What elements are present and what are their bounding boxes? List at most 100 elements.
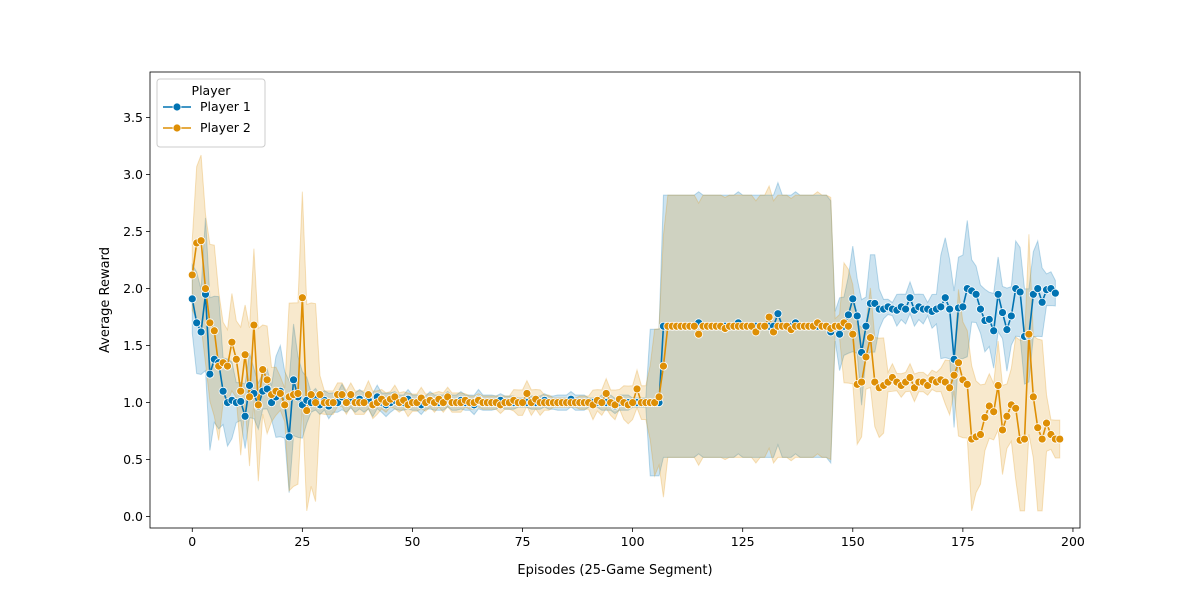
data-point [522,389,532,398]
x-axis-label: Episodes (25-Game Segment) [517,563,712,578]
data-point [262,384,272,394]
data-point [769,327,778,337]
data-point [337,390,347,400]
data-point [998,308,1007,317]
data-point [857,377,866,387]
data-point [958,302,968,312]
data-point [980,413,990,422]
y-tick-label: 1.0 [123,395,143,410]
data-point [201,284,210,294]
data-point [311,398,320,408]
data-point [1033,284,1043,294]
data-point [1024,329,1034,339]
data-point [632,384,642,394]
data-point [852,311,862,321]
plot-frame [149,71,1081,529]
data-point [289,375,298,385]
data-point [275,389,285,398]
data-point [861,321,871,331]
data-point [954,358,963,368]
y-tick-label: 3.5 [123,110,143,125]
data-point [1033,423,1043,433]
data-point [438,398,448,408]
data-point [976,304,985,314]
data-point [1015,287,1025,297]
data-point [870,377,880,387]
data-point [359,398,369,408]
data-point [835,329,844,339]
data-point [747,321,756,331]
data-point [205,318,215,328]
confidence-bands [191,154,1061,512]
x-tick-label: 125 [731,534,755,549]
data-point [848,294,858,304]
y-tick-label: 2.5 [123,224,143,239]
data-point [1055,434,1065,444]
data-point [843,321,853,331]
legend: Player Player 1 Player 2 [156,78,266,148]
data-point [443,392,453,402]
data-point [209,326,219,336]
data-point [293,389,303,398]
legend-label: Player 1 [200,99,251,114]
data-point [236,386,246,396]
data-point [253,400,263,410]
data-point [280,400,290,410]
y-tick-label: 3.0 [123,167,143,182]
x-tick-label: 100 [621,534,645,549]
x-tick-label: 0 [188,534,196,549]
data-point [1011,403,1021,413]
data-point [297,293,307,303]
data-point [205,369,215,379]
data-point [945,304,955,314]
data-point [976,430,985,439]
data-point [192,318,202,328]
data-point [597,398,607,408]
data-point [971,289,981,299]
data-point [760,321,770,331]
data-point [196,327,206,337]
data-point [866,333,875,343]
data-point [187,294,197,304]
data-point [262,375,272,385]
data-point [187,270,197,280]
data-point [258,365,268,374]
data-point [998,425,1007,435]
data-point [1028,289,1038,299]
data-point [601,389,611,398]
data-point [240,411,250,421]
data-point [940,293,950,303]
data-point [905,373,915,382]
data-point [218,386,228,396]
data-point [346,390,356,400]
data-point [659,361,668,371]
data-point [196,236,206,246]
data-point [910,383,919,393]
data-point [989,407,999,417]
data-point [905,293,915,303]
legend-title: Player [192,83,232,98]
data-point [901,304,911,314]
data-point [628,398,638,408]
data-point [1006,311,1016,321]
data-point [923,381,933,390]
data-point [1050,288,1060,298]
data-point [518,398,527,408]
data-point [390,392,400,402]
data-point [231,354,241,364]
data-point [341,398,351,408]
data-point [227,337,237,347]
data-point [1028,392,1038,402]
confidence-band-series-2 [191,154,1061,512]
data-point [1042,418,1051,428]
legend-swatch-marker [172,102,182,112]
data-point [302,406,312,415]
y-axis-label: Average Reward [98,247,113,353]
data-point [1037,297,1047,307]
data-point [1037,434,1047,444]
confidence-band-series-1 [191,181,1056,493]
data-point [223,361,232,371]
y-tick-label: 0.0 [123,509,143,524]
legend-swatch-marker [172,123,182,133]
data-point [610,400,620,410]
